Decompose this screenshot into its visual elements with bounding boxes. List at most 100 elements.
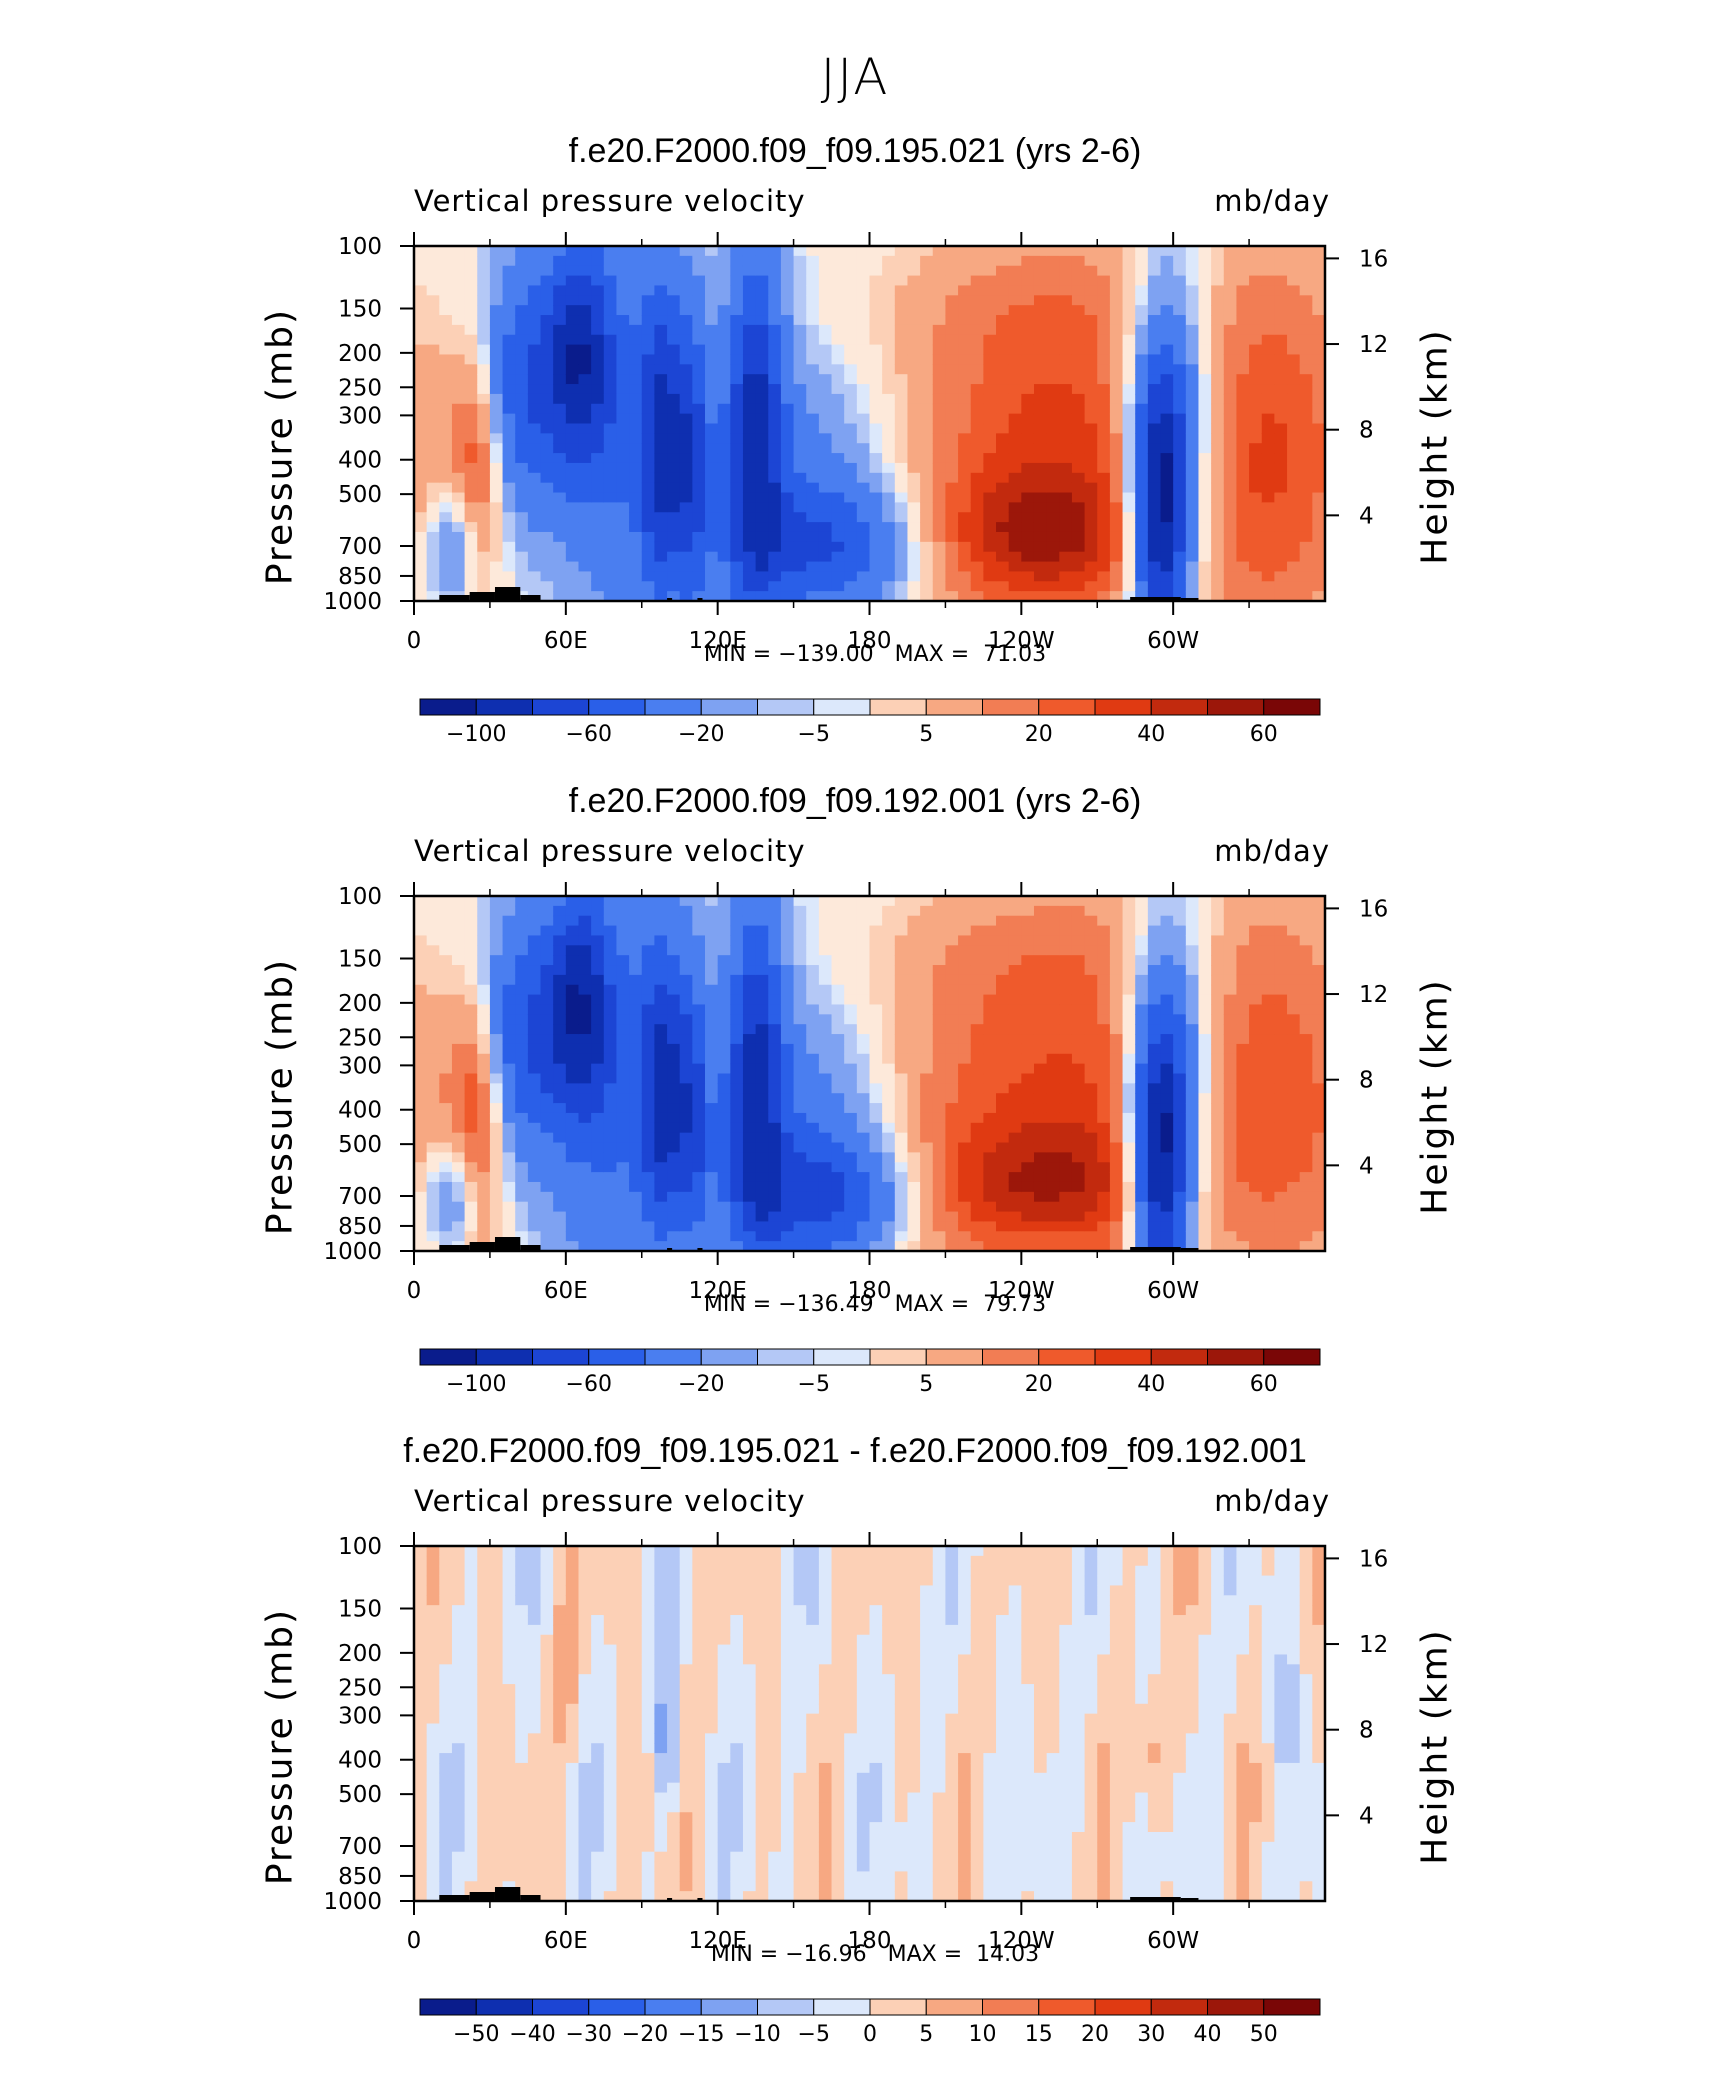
field-cell <box>1097 1014 1110 1024</box>
field-cell <box>1097 512 1110 522</box>
field-cell <box>1198 965 1211 975</box>
field-cell <box>667 364 680 374</box>
field-cell <box>1211 463 1224 473</box>
field-cell <box>1135 256 1148 266</box>
field-cell <box>591 995 604 1005</box>
field-cell <box>566 502 579 512</box>
field-cell <box>1072 975 1085 985</box>
field-cell <box>566 1152 579 1162</box>
field-cell <box>907 995 920 1005</box>
field-cell <box>604 1221 617 1231</box>
field-cell <box>794 1083 807 1093</box>
field-cell <box>945 315 958 325</box>
field-cell <box>920 295 933 305</box>
field-cell <box>667 295 680 305</box>
field-cell <box>439 502 452 512</box>
field-cell <box>1059 975 1072 985</box>
field-cell <box>414 1044 427 1054</box>
field-cell <box>895 305 908 315</box>
field-cell <box>958 985 971 995</box>
field-cell <box>983 453 996 463</box>
field-cell <box>794 522 807 532</box>
field-cell <box>730 562 743 572</box>
field-cell <box>439 1172 452 1182</box>
field-cell <box>439 1202 452 1212</box>
field-cell <box>983 916 996 926</box>
field-cell <box>667 1123 680 1133</box>
field-cell <box>743 935 756 945</box>
field-cell <box>654 1074 667 1084</box>
field-cell <box>983 1212 996 1222</box>
field-cell <box>794 975 807 985</box>
field-cell <box>743 945 756 955</box>
field-cell <box>781 404 794 414</box>
field-cell <box>1110 1093 1123 1103</box>
field-cell <box>730 305 743 315</box>
field-cell <box>1097 285 1110 295</box>
field-cell <box>730 374 743 384</box>
field-cell <box>1236 335 1249 345</box>
field-cell <box>642 532 655 542</box>
field-cell <box>945 246 958 256</box>
field-cell <box>794 295 807 305</box>
field-cell <box>541 896 554 906</box>
field-cell <box>1186 926 1199 936</box>
colorbar-label: 60 <box>1250 722 1278 747</box>
field-cell <box>490 522 503 532</box>
field-cell <box>794 325 807 335</box>
field-cell <box>515 453 528 463</box>
field-cell <box>832 374 845 384</box>
field-cell <box>578 325 591 335</box>
field-cell <box>490 493 503 503</box>
field-cell <box>654 1172 667 1182</box>
field-cell <box>756 1221 769 1231</box>
field-cell <box>819 414 832 424</box>
field-cell <box>945 1231 958 1241</box>
field-cell <box>806 512 819 522</box>
field-cell <box>490 463 503 473</box>
field-cell <box>553 354 566 364</box>
field-cell <box>591 424 604 434</box>
field-cell <box>629 1004 642 1014</box>
field-cell <box>667 1133 680 1143</box>
field-cell <box>768 374 781 384</box>
field-cell <box>541 1113 554 1123</box>
field-cell <box>933 414 946 424</box>
field-cell <box>616 1064 629 1074</box>
field-cell <box>1287 246 1300 256</box>
field-cell <box>414 305 427 315</box>
field-cell <box>958 1123 971 1133</box>
field-cell <box>1135 975 1148 985</box>
field-cell <box>768 906 781 916</box>
field-cell <box>1072 512 1085 522</box>
field-cell <box>1211 502 1224 512</box>
field-cell <box>591 315 604 325</box>
field-cell <box>945 345 958 355</box>
field-cell <box>971 493 984 503</box>
field-cell <box>1110 562 1123 572</box>
colorbar-box <box>420 699 476 715</box>
field-cell <box>983 246 996 256</box>
field-cell <box>616 1024 629 1034</box>
field-cell <box>1300 335 1313 345</box>
field-cell <box>832 1123 845 1133</box>
field-cell <box>616 1083 629 1093</box>
field-cell <box>439 1093 452 1103</box>
field-cell <box>667 246 680 256</box>
field-cell <box>756 473 769 483</box>
field-cell <box>452 266 465 276</box>
field-cell <box>1198 935 1211 945</box>
field-cell <box>490 1123 503 1133</box>
field-cell <box>1123 975 1136 985</box>
field-cell <box>806 562 819 572</box>
field-cell <box>857 473 870 483</box>
field-cell <box>971 1212 984 1222</box>
field-cell <box>528 305 541 315</box>
field-cell <box>1173 364 1186 374</box>
field-cell <box>1072 522 1085 532</box>
field-cell <box>1236 542 1249 552</box>
field-cell <box>541 433 554 443</box>
field-cell <box>1161 354 1174 364</box>
field-cell <box>1097 916 1110 926</box>
field-cell <box>490 532 503 542</box>
